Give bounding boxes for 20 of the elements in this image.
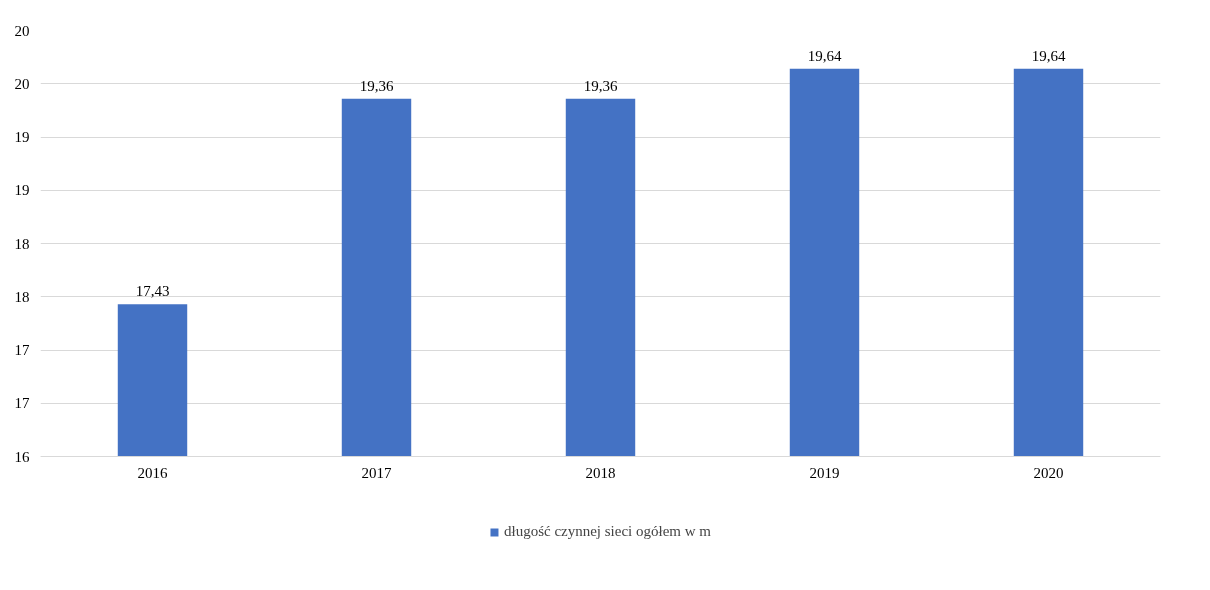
x-tick-label: 2020 [1033, 464, 1064, 481]
y-tick-label: 19 [14, 182, 30, 199]
y-tick-label: 17 [14, 395, 30, 412]
x-tick-label: 2017 [361, 464, 392, 481]
y-tick-label: 18 [14, 288, 30, 305]
y-tick-label: 19 [14, 129, 30, 146]
x-tick-label: 2018 [585, 464, 616, 481]
x-tick-label: 2016 [137, 464, 168, 481]
data-label: 17,43 [135, 283, 170, 300]
y-tick-label: 20 [14, 75, 30, 92]
y-tick-label: 20 [14, 22, 30, 39]
y-tick-label: 17 [14, 342, 30, 359]
x-tick-label: 2019 [809, 464, 840, 481]
y-tick-label: 16 [14, 448, 30, 465]
y-tick-label: 18 [14, 235, 30, 252]
data-label: 19,36 [359, 77, 394, 94]
data-label: 19,36 [583, 77, 618, 94]
data-label: 19,64 [807, 47, 842, 64]
data-label: 19,64 [1031, 47, 1066, 64]
legend-label: długość czynnej sieci ogółem w m [503, 523, 712, 540]
